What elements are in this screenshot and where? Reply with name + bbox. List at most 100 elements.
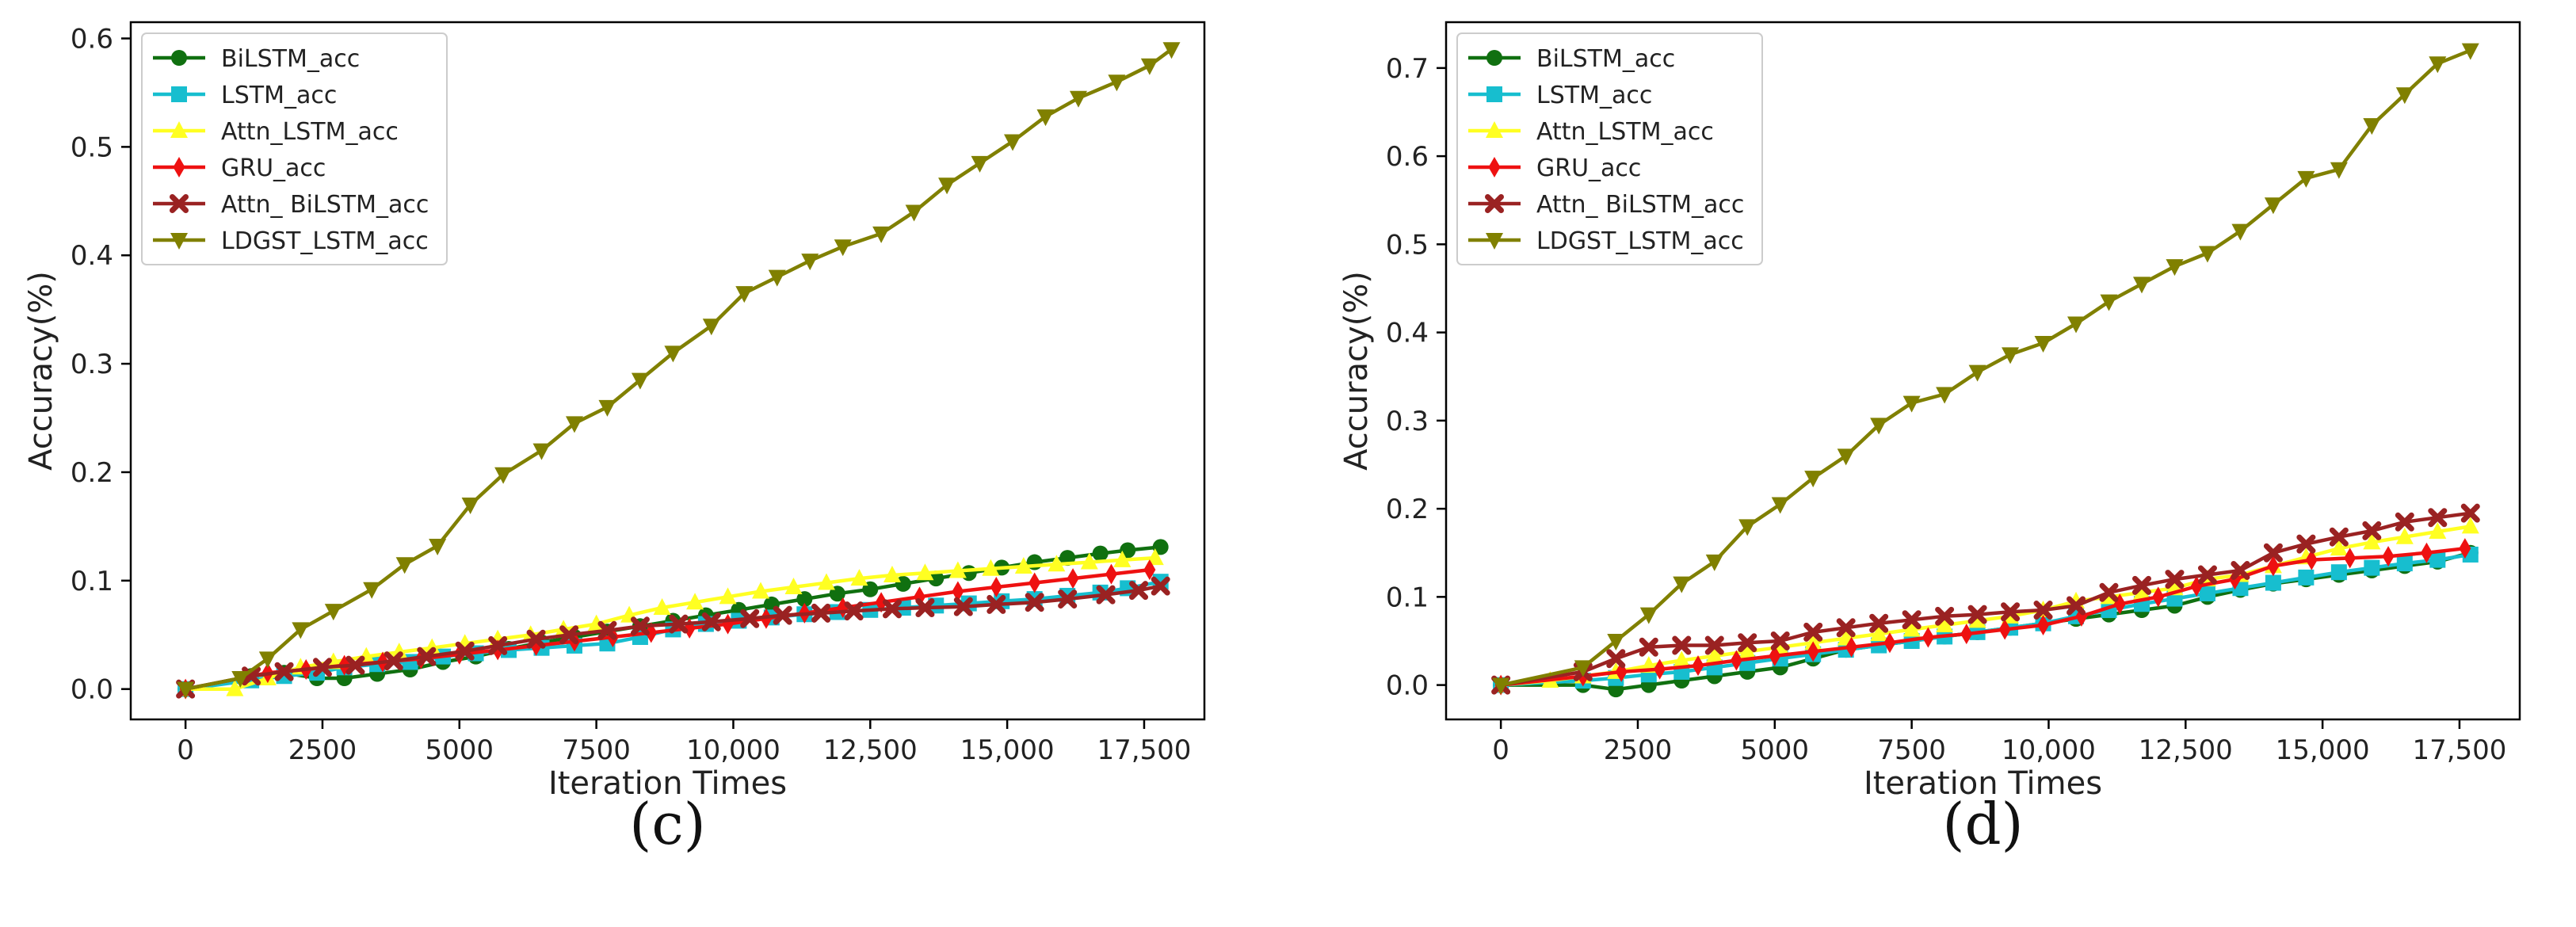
data-point-gru-acc: [1067, 568, 1079, 589]
legend-label: GRU_acc: [221, 154, 326, 182]
y-axis-title: Accuracy(%): [23, 271, 59, 471]
data-point-attn-bilstm-acc: [1869, 613, 1889, 633]
legend-label: LSTM_acc: [221, 82, 337, 109]
data-point-ldgst-lstm-acc: [1108, 74, 1126, 92]
data-point-ldgst-lstm-acc: [177, 681, 195, 699]
data-point-ldgst-lstm-acc: [2166, 259, 2184, 277]
data-point-attn-bilstm-acc: [2231, 560, 2250, 580]
data-point-gru-acc: [1615, 661, 1628, 682]
data-point-attn-bilstm-acc: [559, 625, 579, 645]
data-point-attn-bilstm-acc: [1738, 633, 1757, 653]
data-point-attn-bilstm-acc: [2362, 521, 2382, 540]
data-point-ldgst-lstm-acc: [2395, 87, 2414, 105]
legend-item-ldgst-lstm-acc: LDGST_LSTM_acc: [153, 227, 429, 255]
data-point-ldgst-lstm-acc: [2231, 223, 2250, 241]
data-point-attn-bilstm-acc: [2099, 582, 2119, 602]
series-line-attn-bilstm-acc: [1500, 511, 2471, 687]
data-point-ldgst-lstm-acc: [631, 372, 649, 390]
data-point-ldgst-lstm-acc: [258, 651, 277, 669]
data-point-gru-acc: [1769, 645, 1781, 666]
data-point-attn-lstm-acc: [1048, 555, 1066, 572]
data-point-ldgst-lstm-acc: [2002, 347, 2020, 364]
x-tick-label: 5000: [426, 734, 494, 766]
y-tick-label: 0.3: [71, 349, 113, 380]
x-tick-label: 12,500: [2139, 734, 2233, 766]
data-point-attn-bilstm-acc: [2329, 527, 2349, 547]
data-point-ldgst-lstm-acc: [1902, 395, 1921, 413]
data-point-ldgst-lstm-acc: [905, 204, 923, 222]
data-point-gru-acc: [990, 577, 1002, 598]
data-point-attn-lstm-acc: [226, 679, 244, 696]
data-point-gru-acc: [2459, 538, 2471, 559]
data-point-attn-bilstm-acc: [1025, 593, 1044, 612]
series-ldgst-lstm-acc: [177, 42, 1181, 699]
data-point-ldgst-lstm-acc: [1968, 364, 1986, 382]
legend-item-ldgst-lstm-acc: LDGST_LSTM_acc: [1468, 227, 1744, 255]
legend-marker: [1486, 50, 1502, 66]
x-tick-label: 7500: [562, 734, 631, 766]
legend-marker: [1486, 233, 1503, 250]
data-point-attn-bilstm-acc: [1639, 637, 1658, 657]
y-tick-label: 0.2: [1386, 494, 1429, 525]
data-point-gru-acc: [1105, 563, 1117, 585]
data-point-attn-bilstm-acc: [811, 603, 831, 623]
x-tick-label: 2500: [288, 734, 357, 766]
data-point-ldgst-lstm-acc: [702, 319, 720, 336]
data-point-ldgst-lstm-acc: [1639, 607, 1658, 624]
data-point-lstm-acc: [2199, 585, 2215, 601]
data-point-attn-lstm-acc: [1968, 611, 1986, 628]
legend-marker: [170, 121, 188, 138]
data-point-attn-bilstm-acc: [2428, 508, 2448, 528]
data-point-gru-acc: [2037, 614, 2050, 635]
data-point-attn-bilstm-acc: [455, 641, 475, 661]
data-point-ldgst-lstm-acc: [1738, 519, 1757, 536]
legend-item-bilstm-acc: BiLSTM_acc: [1468, 45, 1675, 73]
legend-item-attn-lstm-acc: Attn_LSTM_acc: [1468, 118, 1714, 146]
x-tick-label: 10,000: [2002, 734, 2096, 766]
chart-c: 0 2500 5000 7500 10,000 12,500 15,000 17,500 0.0…: [23, 21, 1206, 857]
data-point-ldgst-lstm-acc: [2461, 43, 2479, 60]
legend-label: LDGST_LSTM_acc: [221, 227, 429, 255]
data-point-ldgst-lstm-acc: [2132, 277, 2150, 294]
data-point-ldgst-lstm-acc: [1870, 418, 1888, 435]
data-point-ldgst-lstm-acc: [2034, 335, 2052, 353]
legend-label: Attn_LSTM_acc: [1536, 118, 1714, 146]
data-point-ldgst-lstm-acc: [324, 604, 342, 621]
data-point-attn-lstm-acc: [390, 643, 408, 660]
x-tick-label: 7500: [1877, 734, 1946, 766]
data-point-attn-bilstm-acc: [915, 598, 935, 618]
data-point-attn-bilstm-acc: [1803, 622, 1823, 642]
legend-label: BiLSTM_acc: [1536, 45, 1675, 73]
data-point-ldgst-lstm-acc: [1069, 90, 1087, 108]
data-point-attn-bilstm-acc: [2033, 601, 2053, 620]
data-point-attn-bilstm-acc: [1058, 589, 1078, 609]
legend-marker: [1488, 157, 1501, 177]
legend: BiLSTM_acc LSTM_acc Attn_LSTM_acc GRU_acc At…: [1456, 32, 1763, 265]
data-point-ldgst-lstm-acc: [598, 399, 616, 417]
legend-marker: [1485, 194, 1504, 213]
y-tick-label: 0.4: [71, 240, 113, 272]
data-point-ldgst-lstm-acc: [1673, 576, 1691, 593]
x-tick-label: 10,000: [686, 734, 780, 766]
x-tick-label: 0: [1492, 734, 1509, 766]
data-point-gru-acc: [1845, 636, 1858, 658]
x-tick-label: 5000: [1741, 734, 1810, 766]
x-axis-title: Iteration Times: [1864, 765, 2102, 802]
legend: BiLSTM_acc LSTM_acc Attn_LSTM_acc GRU_acc At…: [141, 32, 448, 265]
data-point-gru-acc: [2382, 546, 2395, 567]
plot-frame: [129, 21, 1206, 721]
x-tick-label: 12,500: [823, 734, 918, 766]
data-point-attn-lstm-acc: [1705, 646, 1723, 663]
data-point-attn-lstm-acc: [1902, 620, 1921, 637]
data-point-attn-lstm-acc: [423, 638, 441, 655]
legend-label: GRU_acc: [1536, 154, 1641, 182]
legend-marker: [173, 157, 185, 177]
data-point-ldgst-lstm-acc: [2429, 56, 2447, 74]
data-point-lstm-acc: [2298, 569, 2315, 586]
data-point-attn-bilstm-acc: [669, 614, 689, 634]
data-point-attn-bilstm-acc: [2067, 596, 2086, 616]
data-point-attn-bilstm-acc: [2460, 503, 2480, 523]
data-point-ldgst-lstm-acc: [231, 670, 250, 688]
